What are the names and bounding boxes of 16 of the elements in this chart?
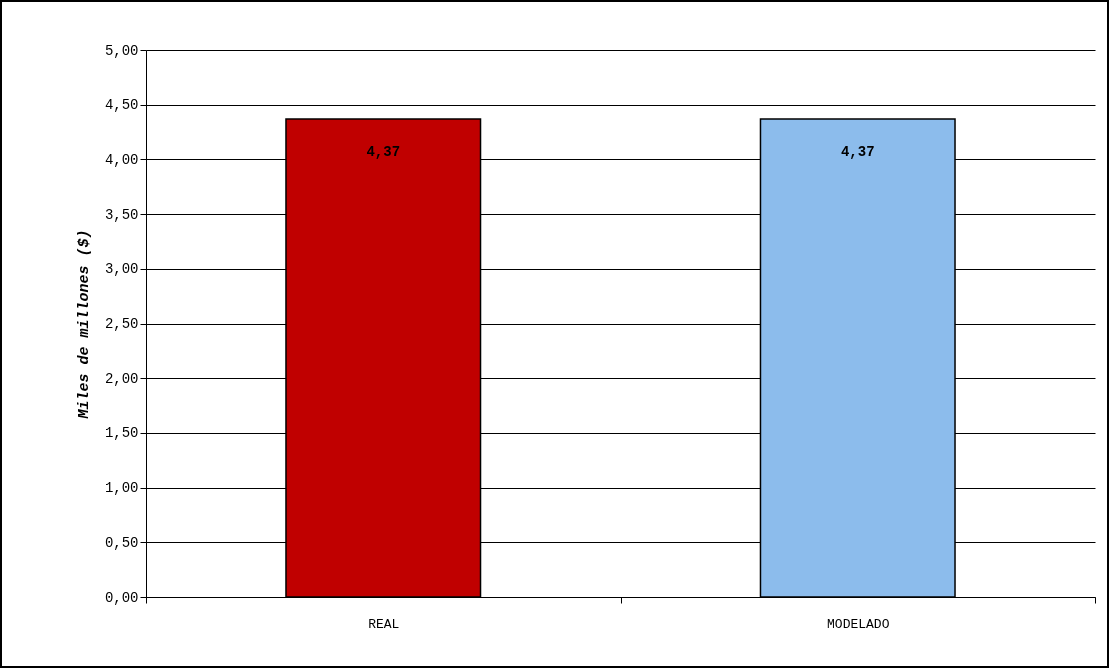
y-tick-label: 0,00 bbox=[104, 589, 139, 606]
x-tick-label: REAL bbox=[368, 616, 400, 632]
y-tick-label: 1,50 bbox=[104, 425, 139, 442]
data-label: 4,37 bbox=[366, 143, 401, 160]
y-tick-label: 1,00 bbox=[104, 480, 139, 497]
y-axis-title: Miles de millones ($) bbox=[75, 229, 93, 420]
y-tick-label: 0,50 bbox=[104, 534, 139, 551]
y-tick-label: 4,50 bbox=[104, 97, 139, 114]
y-tick-label: 3,50 bbox=[104, 206, 139, 223]
y-tick-label: 2,50 bbox=[104, 316, 139, 332]
y-tick-label: 2,00 bbox=[104, 370, 139, 387]
y-tick-label: 3,00 bbox=[104, 261, 139, 278]
y-tick-label: 4,00 bbox=[104, 151, 139, 168]
x-tick-label: MODELADO bbox=[827, 616, 890, 632]
data-label: 4,37 bbox=[840, 143, 875, 160]
y-tick-label: 5,00 bbox=[104, 42, 139, 59]
